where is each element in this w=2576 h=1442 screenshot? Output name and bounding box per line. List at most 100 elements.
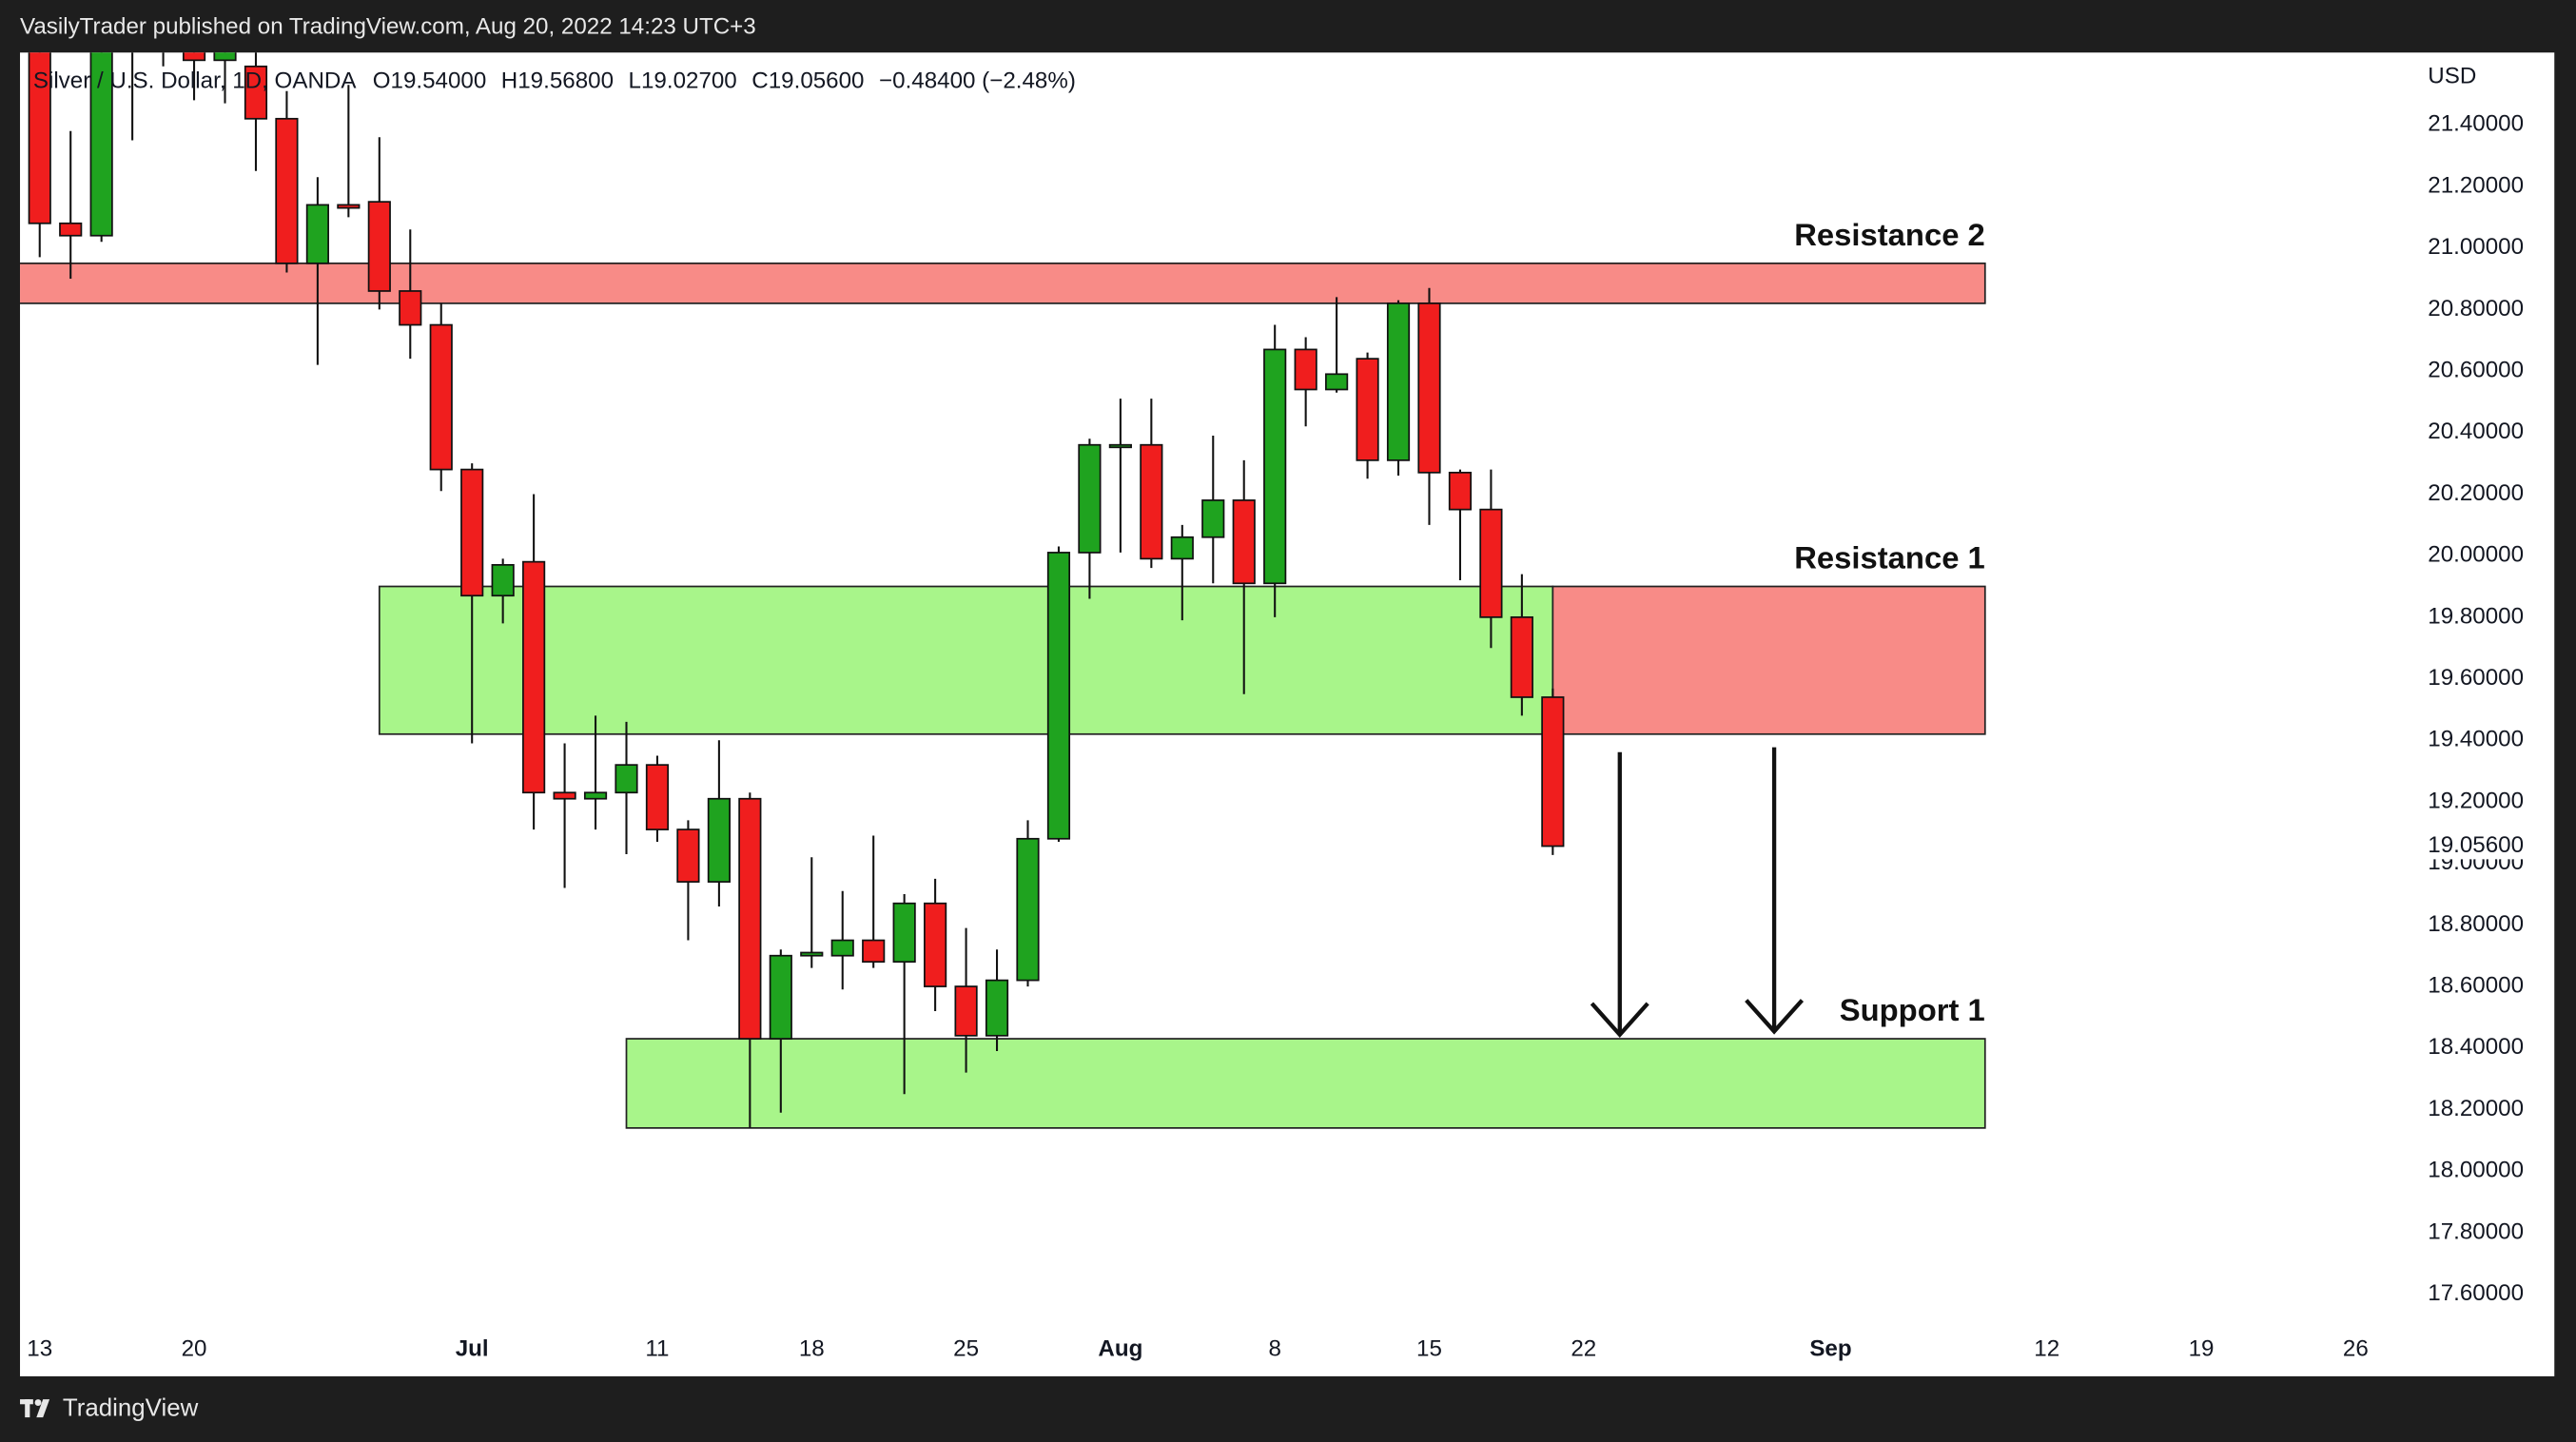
legend-item: C19.05600 xyxy=(751,68,864,94)
y-tick-label: 20.40000 xyxy=(2428,419,2524,444)
candle-body xyxy=(1541,696,1565,848)
y-tick-label: 20.60000 xyxy=(2428,357,2524,382)
candle-body xyxy=(1479,508,1503,618)
candle-body xyxy=(182,52,206,62)
candle-body xyxy=(738,797,762,1040)
candle-body xyxy=(89,52,113,237)
x-tick-label: 22 xyxy=(1571,1336,1596,1362)
y-tick-label: 18.80000 xyxy=(2428,911,2524,937)
candle-body xyxy=(213,52,237,62)
candle-body xyxy=(1201,499,1225,538)
y-tick-label: 20.20000 xyxy=(2428,480,2524,506)
candle-body xyxy=(1078,443,1102,554)
x-tick-label: 25 xyxy=(953,1336,979,1362)
candle-body xyxy=(305,204,329,264)
candle-body xyxy=(1140,443,1163,560)
candle-body xyxy=(1232,499,1256,585)
legend-item: L19.02700 xyxy=(629,68,737,94)
x-tick-label: Jul xyxy=(456,1336,489,1362)
candle-body xyxy=(1294,348,1317,391)
y-tick-label: 21.40000 xyxy=(2428,111,2524,137)
candle-body xyxy=(924,902,947,987)
zone xyxy=(1551,585,1986,735)
zone xyxy=(625,1038,1986,1129)
x-tick-label: 13 xyxy=(27,1336,52,1362)
y-tick-label: 21.20000 xyxy=(2428,172,2524,198)
zone xyxy=(20,262,1986,304)
plot xyxy=(20,52,1986,1129)
candle-body xyxy=(1263,348,1287,585)
candle-body xyxy=(985,979,1009,1037)
x-tick-label: 11 xyxy=(645,1336,669,1362)
candle-body xyxy=(367,201,391,292)
currency: USD xyxy=(2428,64,2476,89)
y-tick-label: 18.00000 xyxy=(2428,1158,2524,1183)
candle-body xyxy=(59,222,83,237)
candle-body xyxy=(1325,373,1349,391)
legend-item: O19.54000 xyxy=(373,68,487,94)
candle-body xyxy=(1170,536,1194,560)
x-tick-label: 12 xyxy=(2034,1336,2059,1362)
candle-body xyxy=(1356,358,1379,461)
candle-body xyxy=(1046,552,1071,840)
last-price-label: 19.05600 xyxy=(2428,832,2524,858)
y-tick-label: 18.60000 xyxy=(2428,972,2524,998)
y-tick-label: 20.00000 xyxy=(2428,542,2524,568)
y-tick-label: 18.20000 xyxy=(2428,1096,2524,1121)
candle-body xyxy=(615,764,638,794)
y-tick-label: 17.80000 xyxy=(2428,1218,2524,1244)
symbol-legend: Silver / U.S. Dollar, 1D, OANDA xyxy=(33,68,358,94)
brand-name: TradingView xyxy=(63,1394,199,1421)
candle-body xyxy=(460,468,484,597)
arrow xyxy=(1745,747,1805,1035)
x-tick-label: 19 xyxy=(2189,1336,2215,1362)
y-tick-label: 19.60000 xyxy=(2428,665,2524,691)
candle-body xyxy=(429,323,453,471)
candle-body xyxy=(1510,616,1533,698)
price-axis: 21.40000 21.20000 21.00000 20.80000 20.60000… xyxy=(2417,111,2547,1306)
y-tick-label: 19.80000 xyxy=(2428,603,2524,629)
brand-logo xyxy=(20,1399,50,1418)
y-tick-label: 17.60000 xyxy=(2428,1280,2524,1306)
candle-body xyxy=(244,65,268,120)
candle-body xyxy=(1016,837,1040,982)
zone-label: Resistance 2 xyxy=(1794,217,1985,252)
arrow xyxy=(1590,751,1649,1039)
zone-label: Resistance 1 xyxy=(1794,540,1985,575)
x-tick-label: Sep xyxy=(1809,1336,1851,1362)
candle-body xyxy=(830,939,854,957)
x-tick-label: 8 xyxy=(1268,1336,1280,1362)
candle-body xyxy=(707,797,731,883)
x-tick-label: 26 xyxy=(2343,1336,2369,1362)
candle-body xyxy=(645,764,670,830)
candle-body xyxy=(522,560,546,794)
y-tick-label: 21.00000 xyxy=(2428,234,2524,260)
zone xyxy=(378,585,1554,735)
candle-body xyxy=(676,828,700,883)
candle-body xyxy=(862,939,886,964)
candle-body xyxy=(491,564,515,597)
x-tick-label: 20 xyxy=(182,1336,207,1362)
y-tick-label: 19.40000 xyxy=(2428,727,2524,752)
candle-body xyxy=(1417,302,1441,474)
publish-info: VasilyTrader published on TradingView.co… xyxy=(20,14,756,40)
candle-body xyxy=(337,204,361,209)
x-tick-label: 18 xyxy=(799,1336,825,1362)
y-tick-label: 19.20000 xyxy=(2428,788,2524,813)
candle-body xyxy=(954,985,978,1037)
candle-body xyxy=(800,951,824,957)
y-tick-label: 20.80000 xyxy=(2428,296,2524,322)
ohlc-legend: O19.54000 H19.56800 L19.02700 C19.05600 −0.4… xyxy=(373,68,1076,94)
x-tick-label: 15 xyxy=(1416,1336,1442,1362)
candle-body xyxy=(892,902,916,964)
candle-body xyxy=(28,52,51,224)
candle-body xyxy=(583,791,608,800)
y-tick-label: 18.40000 xyxy=(2428,1034,2524,1060)
candle-body xyxy=(1448,471,1473,511)
legend-item: H19.56800 xyxy=(501,68,614,94)
candle-body xyxy=(1108,443,1132,449)
legend-item: −0.48400 (−2.48%) xyxy=(879,68,1076,94)
candle-body xyxy=(275,117,299,264)
